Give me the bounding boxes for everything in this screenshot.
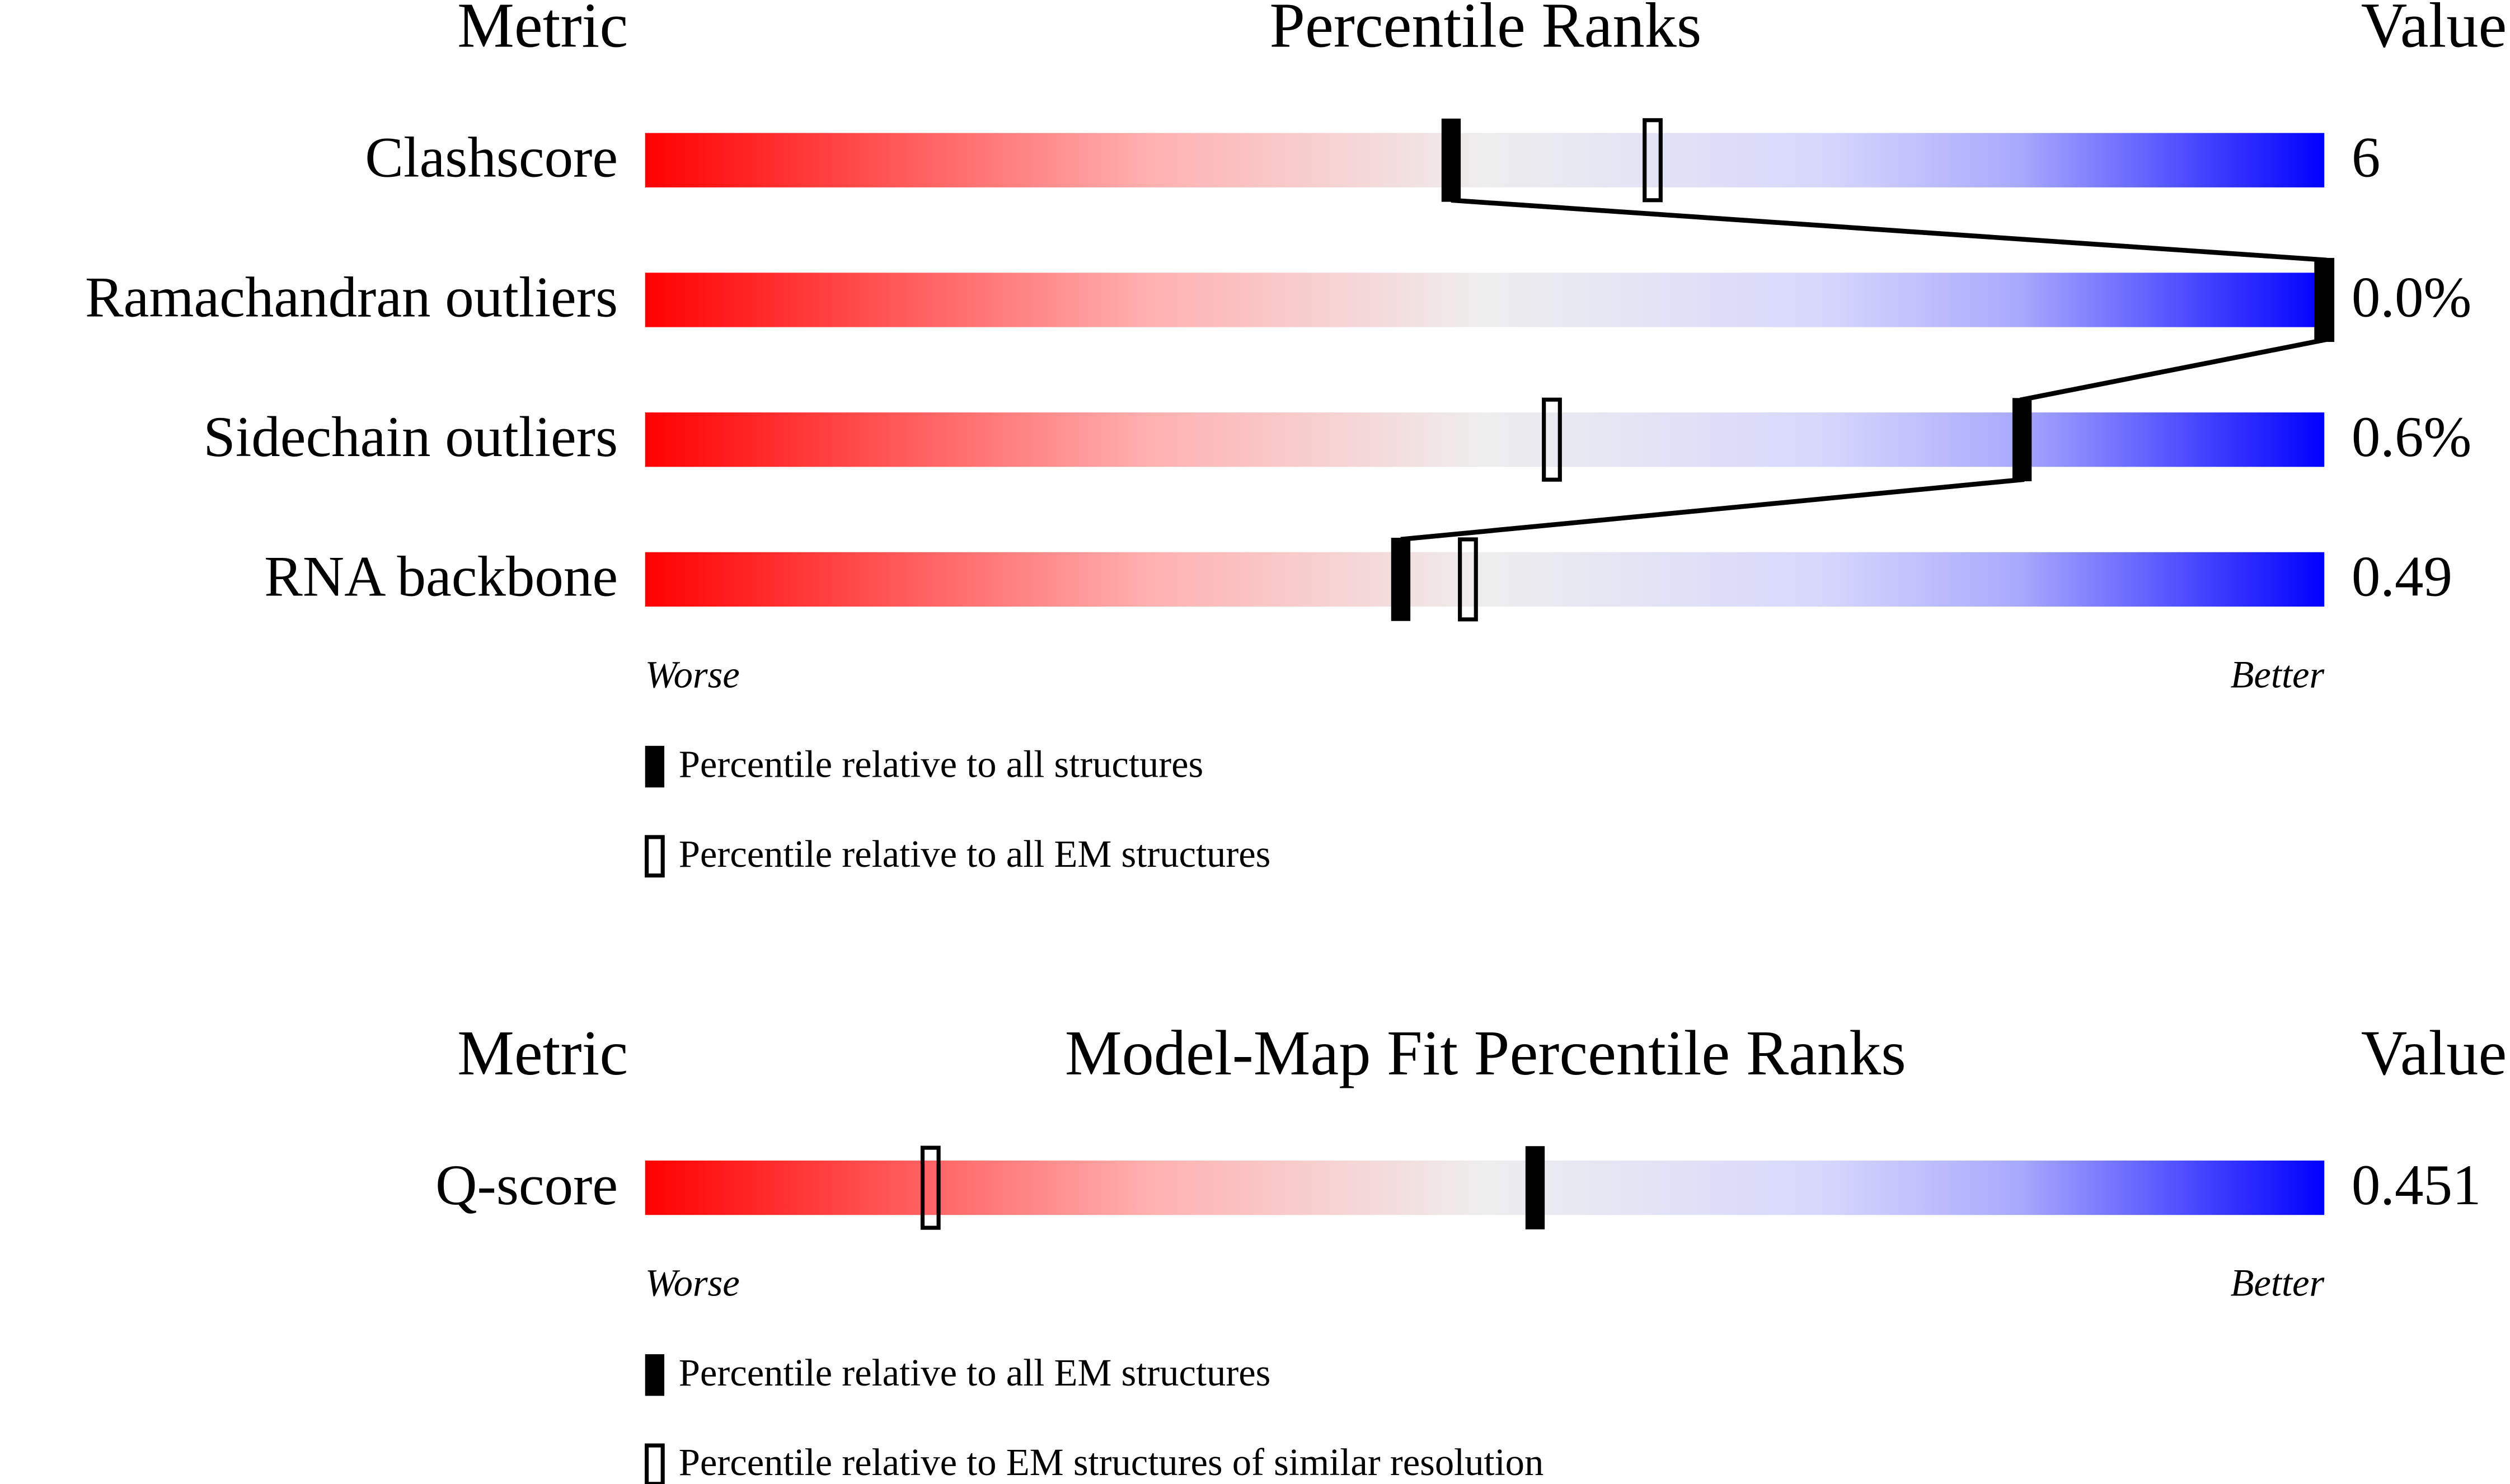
value-header: Value [2361, 1017, 2507, 1088]
marker-hollow [1643, 118, 1663, 203]
legend-label: Percentile relative to all EM structures [679, 1351, 1271, 1394]
metric-label: Sidechain outliers [203, 405, 618, 469]
metric-value: 0.49 [2352, 545, 2452, 609]
legend-swatch [645, 1354, 665, 1396]
metric-header: Metric [457, 1017, 628, 1088]
worse-label: Worse [645, 1262, 740, 1304]
metric-value: 0.451 [2352, 1153, 2481, 1217]
slider-bar [645, 1160, 2325, 1215]
better-label: Better [2231, 653, 2325, 696]
metric-label: RNA backbone [264, 545, 618, 609]
marker-filled [2315, 258, 2334, 342]
metric-label: Ramachandran outliers [85, 265, 618, 329]
slider-bar [645, 273, 2325, 327]
panel-title: Model-Map Fit Percentile Ranks [1065, 1017, 1906, 1088]
legend-swatch [645, 745, 665, 788]
better-label: Better [2231, 1262, 2325, 1304]
marker-hollow [1542, 397, 1562, 482]
legend-label: Percentile relative to all structures [679, 743, 1204, 786]
metric-label: Clashscore [365, 126, 618, 190]
metric-value: 6 [2352, 126, 2380, 190]
metric-value: 0.0% [2352, 265, 2472, 329]
connector-line [1400, 198, 2327, 542]
marker-filled [2012, 398, 2032, 482]
marker-filled [1391, 538, 1411, 621]
value-header: Value [2361, 0, 2507, 61]
marker-hollow [920, 1145, 941, 1230]
legend-swatch [644, 835, 665, 878]
metric-label: Q-score [435, 1153, 618, 1217]
metric-value: 0.6% [2352, 405, 2472, 469]
legend-swatch [644, 1443, 665, 1484]
legend-label: Percentile relative to all EM structures [679, 833, 1271, 875]
marker-hollow [1458, 537, 1478, 622]
panel-title: Percentile Ranks [1269, 0, 1701, 61]
metric-header: Metric [457, 0, 628, 61]
marker-filled [1441, 118, 1461, 202]
marker-filled [1525, 1146, 1545, 1229]
slider-bar [645, 412, 2325, 467]
slider-bar [645, 133, 2325, 187]
slider-bar [645, 552, 2325, 607]
worse-label: Worse [645, 653, 740, 696]
legend-label: Percentile relative to EM structures of … [679, 1441, 1544, 1483]
